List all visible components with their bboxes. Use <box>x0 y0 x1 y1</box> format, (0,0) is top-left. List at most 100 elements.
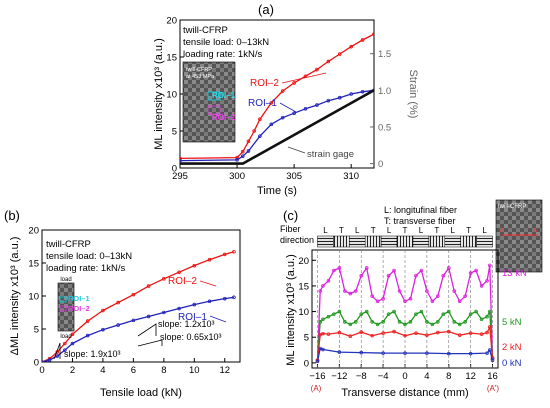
panel-c-inset-a: A <box>500 228 504 234</box>
panel-c-point-13-kn <box>430 299 435 304</box>
panel-a-point-roi-1 <box>246 149 251 153</box>
panel-c-series-13-kn <box>316 264 494 361</box>
panel-a-xtick-label: 295 <box>172 171 188 182</box>
panel-b-point-roi-1 <box>207 299 212 304</box>
panel-b-ylabel: ΔML intensity x10³ (a.u.) <box>9 237 21 356</box>
panel-c-point-13-kn <box>446 266 451 270</box>
panel-c-ytick-label: 20 <box>298 256 309 267</box>
panel-c-point-13-kn <box>332 268 336 273</box>
panel-c-point-2-kn <box>457 333 462 337</box>
panel-c-point-5-kn <box>392 309 396 314</box>
panel-c-point-5-kn <box>370 320 374 324</box>
panel-a-point-roi-2 <box>349 44 353 49</box>
panel-c-xtick-label: 8 <box>446 371 451 382</box>
panel-c-series-2-kn <box>316 326 494 361</box>
panel-a-point-roi-1 <box>337 95 342 100</box>
panel-c-series-label-2-kn: 2 kN <box>502 342 522 353</box>
panel-c-fiber-block <box>380 235 398 248</box>
panel-c-fiber-letter: T <box>434 226 439 235</box>
panel-b-point-roi-2 <box>101 308 105 313</box>
panel-a-point-roi-2 <box>269 101 274 105</box>
panel-c-point-2-kn <box>370 333 374 338</box>
panel-a-inset-roi1: ROI–1 <box>212 91 236 100</box>
panel-a-inset-caption2: at 453 MPa <box>186 74 215 80</box>
panel-c-fiber-letter: L <box>387 226 392 235</box>
panel-c-point-5-kn <box>364 309 369 314</box>
panel-c-point-13-kn <box>397 289 402 293</box>
panel-c-point-5-kn <box>474 309 478 314</box>
panel-a-label-strain: strain gage <box>307 149 354 160</box>
panel-c-fiber-block <box>444 235 461 248</box>
panel-c-point-2-kn <box>468 331 473 335</box>
panel-c-fiber-letter: T <box>339 226 344 235</box>
panel-a-xlabel: Time (s) <box>257 185 297 197</box>
panel-c-point-2-kn <box>485 330 489 335</box>
panel-b-xtick-label: 4 <box>100 365 105 376</box>
panel-c-series-label-0-kn: 0 kN <box>502 358 522 369</box>
panel-c-point-5-kn <box>386 312 391 316</box>
panel-a-info-line2: tensile load: 0–13kN <box>183 37 269 48</box>
panel-c-xtick-label: −12 <box>331 371 347 382</box>
panel-b-point-roi-1 <box>177 306 181 311</box>
panel-c-ytick-label: 10 <box>298 307 309 318</box>
panel-c-point-2-kn <box>381 331 385 335</box>
panel-a-point-roi-1 <box>235 158 239 162</box>
panel-b-point-roi-1 <box>47 358 52 362</box>
panel-c-point-5-kn <box>375 322 380 327</box>
panel-b-point-roi-2 <box>70 332 75 337</box>
panel-a-arrow-strain <box>287 146 306 154</box>
panel-c-point-2-kn <box>348 334 353 338</box>
panel-a-ylabel: ML intensity x10³ (a.u.) <box>153 38 165 149</box>
panel-c-point-13-kn <box>419 268 424 273</box>
panel-b-point-roi-1 <box>63 348 67 352</box>
panel-c-point-2-kn <box>403 333 407 338</box>
panel-c-end-label-a: (A) <box>311 384 322 393</box>
panel-a-y2tick-label: 0 <box>378 159 383 170</box>
panel-c-point-13-kn <box>359 273 364 278</box>
panel-c-point-13-kn <box>485 278 489 283</box>
panel-b-point-roi-1 <box>101 327 105 332</box>
panel-c-point-5-kn <box>414 312 418 316</box>
panel-c-xtick-label: −16 <box>309 371 325 382</box>
panel-c-xtick-label: 4 <box>424 371 429 382</box>
panel-b-arrow-roi2 <box>199 280 217 287</box>
panel-c-point-13-kn <box>386 273 391 278</box>
panel-c-point-5-kn <box>441 312 446 316</box>
panel-c-ylabel: ML intensity x10³ (a.u.) <box>285 254 297 365</box>
panel-c-fiber-letter: L <box>482 226 487 235</box>
panel-c-point-5-kn <box>457 322 462 327</box>
panel-c-point-0-kn <box>446 351 451 356</box>
panel-c-point-13-kn <box>318 289 323 293</box>
panel-b-info-line1: twill-CFRP <box>46 239 91 250</box>
panel-b-point-roi-2 <box>63 341 67 346</box>
panel-c-inset-image: twill-CFRP A A' <box>495 199 543 273</box>
panel-c-fiber-block <box>412 235 430 248</box>
panel-c-fiber-block <box>364 235 382 248</box>
panel-c-ytick-label: 5 <box>304 333 309 344</box>
panel-b-label-roi1: ROI–1 <box>178 312 207 323</box>
panel-a-xtick-label: 310 <box>343 171 359 182</box>
panel-b-xlabel: Tensile load (kN) <box>100 387 182 399</box>
panel-a-point-roi-1 <box>240 154 245 158</box>
panel-a-point-roi-1 <box>280 115 285 120</box>
panel-c-fiber-block <box>460 235 477 248</box>
panel-a-xtick-label: 300 <box>229 171 245 182</box>
panel-b-inset-specimen: load load ROI–1 ROI–2 <box>57 277 90 340</box>
panel-c-point-13-kn <box>381 296 385 301</box>
panel-c-point-0-kn <box>321 347 325 352</box>
panel-a-info-line3: loading rate: 1kN/s <box>183 49 262 60</box>
panel-b-label-roi2: ROI–2 <box>168 276 197 287</box>
panel-b-point-roi-1 <box>146 314 151 319</box>
panel-c-fiber-block <box>476 235 493 248</box>
panel-b-ytick-label: 0 <box>34 358 39 369</box>
panel-a-label: (a) <box>258 2 274 17</box>
panel-a-label-roi1: ROI–1 <box>248 98 277 109</box>
panel-c-point-13-kn <box>343 289 347 293</box>
panel-a-inset-image: twill-CFRP at 453 MPa ROI–1 ROI–2 <box>182 61 236 143</box>
panel-a-series-roi-1 <box>180 89 374 162</box>
panel-b-point-roi-2 <box>116 300 120 305</box>
panel-b-xtick-label: 0 <box>39 365 44 376</box>
panel-c-point-5-kn <box>318 320 323 324</box>
panel-a-arrow-roi1 <box>279 102 297 113</box>
panel-c-point-2-kn <box>425 333 429 337</box>
